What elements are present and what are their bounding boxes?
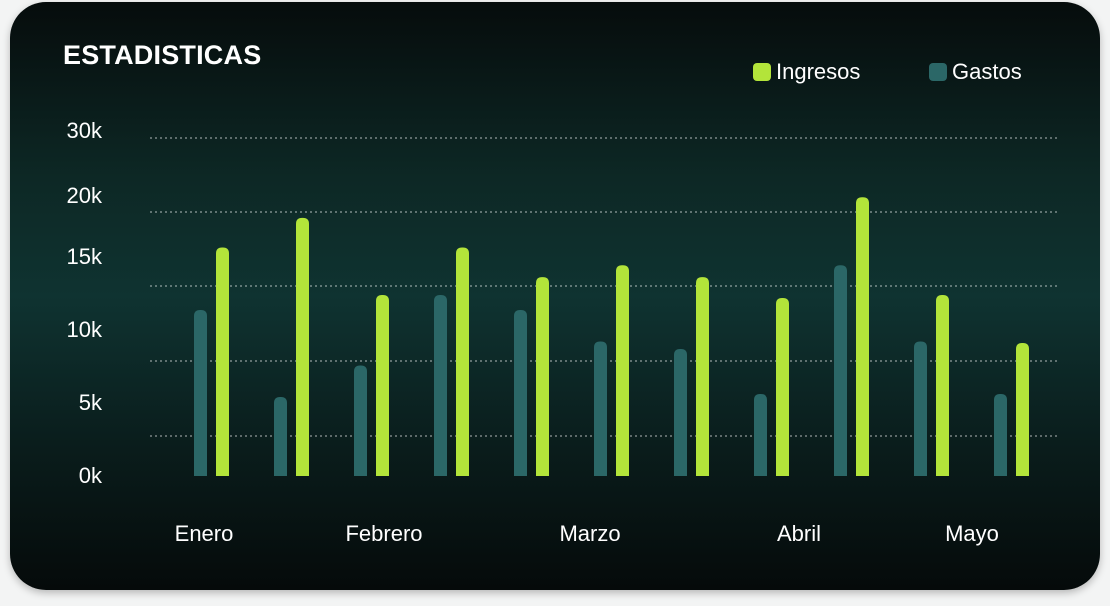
chart-title: ESTADISTICAS <box>63 40 262 70</box>
y-tick-label: 0k <box>79 463 103 488</box>
legend-label-gastos: Gastos <box>952 59 1022 84</box>
statistics-card: ESTADISTICAS Ingresos Gastos 30k 20k 15k 10… <box>10 2 1100 590</box>
bar-ingresos <box>376 295 389 476</box>
bar-gastos <box>594 341 607 476</box>
bar-ingresos <box>936 295 949 476</box>
legend-item-gastos: Gastos <box>929 58 1022 86</box>
x-axis-labels: Enero Febrero Marzo Abril Mayo <box>175 521 999 546</box>
y-tick-label: 20k <box>67 183 103 208</box>
bar-ingresos <box>296 217 309 477</box>
bar-gastos <box>354 365 367 476</box>
bar-ingresos <box>456 247 469 476</box>
bar-ingresos <box>1016 343 1029 476</box>
bar-ingresos <box>536 277 549 476</box>
bar-chart-plot: 30k 20k 15k 10k 5k 0k Enero Febrero Marzo Abril M… <box>67 118 1058 546</box>
bar-gastos <box>994 394 1007 476</box>
bars <box>194 197 1029 477</box>
bar-ingresos <box>216 247 229 476</box>
legend-swatch-ingresos <box>753 63 771 81</box>
y-tick-label: 10k <box>67 317 103 342</box>
y-tick-label: 30k <box>67 118 103 143</box>
bar-gastos <box>274 397 287 476</box>
y-tick-label: 5k <box>79 390 103 415</box>
bar-gastos <box>194 310 207 476</box>
bar-gastos <box>914 341 927 476</box>
bar-ingresos <box>696 277 709 476</box>
bar-gastos <box>434 295 447 476</box>
x-axis-label: Febrero <box>345 521 422 546</box>
y-axis-tick-labels: 30k 20k 15k 10k 5k 0k <box>67 118 103 488</box>
y-tick-label: 15k <box>67 244 103 269</box>
x-axis-label: Mayo <box>945 521 999 546</box>
bar-gastos <box>674 349 687 476</box>
x-axis-label: Marzo <box>559 521 620 546</box>
bar-gastos <box>514 310 527 476</box>
bar-ingresos <box>776 298 789 476</box>
legend-label-ingresos: Ingresos <box>776 59 861 84</box>
bar-gastos <box>754 394 767 476</box>
bar-ingresos <box>856 197 869 476</box>
bar-gastos <box>834 265 847 476</box>
x-axis-label: Enero <box>175 521 234 546</box>
legend-item-ingresos: Ingresos <box>753 58 860 86</box>
bar-ingresos <box>616 265 629 476</box>
legend-swatch-gastos <box>929 63 947 81</box>
x-axis-label: Abril <box>777 521 821 546</box>
